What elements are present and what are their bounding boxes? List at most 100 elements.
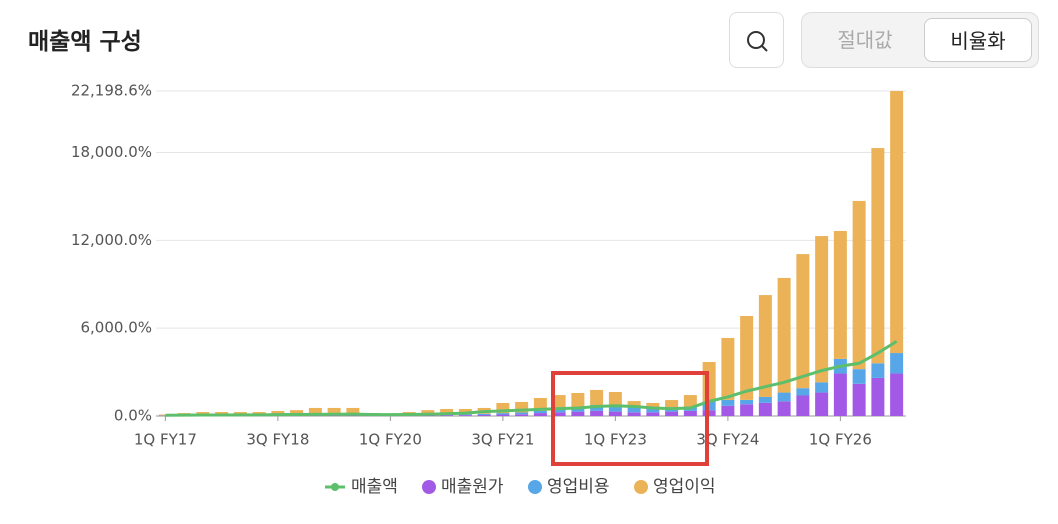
bar-segment [721, 337, 735, 400]
bar-segment [852, 200, 866, 370]
line-series [165, 340, 898, 417]
bar-segment [515, 412, 529, 415]
bar-segment [458, 408, 472, 415]
toggle-option[interactable]: 비율화 [924, 18, 1032, 62]
bar-segment [158, 414, 172, 416]
highlight-box [551, 371, 709, 466]
search-button[interactable] [729, 12, 784, 68]
legend-label: 영업이익 [653, 477, 716, 497]
bar-segment [590, 405, 604, 411]
bar-segment [758, 396, 772, 403]
bar-segment [533, 410, 547, 414]
x-tick-label: 1Q FY23 [584, 431, 647, 449]
bar-segment [665, 411, 679, 416]
bar-segment [777, 277, 791, 393]
toggle-option[interactable]: 절대값 [837, 28, 893, 52]
bar-segment [215, 412, 229, 415]
legend-swatch [422, 480, 436, 494]
bar-segment [683, 395, 697, 407]
bar-segment [421, 415, 435, 416]
bar-segment [758, 295, 772, 397]
bar-segment [627, 412, 641, 416]
bar-segment [608, 411, 622, 416]
bar-segment [665, 407, 679, 412]
bar-segment [346, 415, 360, 416]
legend-label: 영업비용 [547, 477, 610, 497]
bar-segment [515, 401, 529, 413]
bar-segment [608, 405, 622, 412]
bar-segment [252, 412, 266, 415]
bar-segment [196, 414, 210, 416]
bar-segment [346, 407, 360, 415]
bar-segment [702, 361, 716, 402]
bar-segment [308, 414, 322, 416]
bar-segment [796, 395, 810, 416]
bar-segment [702, 401, 716, 411]
legend-label: 매출액 [351, 477, 398, 497]
bar-segment [365, 413, 379, 415]
bar-segment [571, 393, 585, 408]
bar-segment [196, 412, 210, 415]
bar-segment [496, 414, 510, 416]
bar-segment [871, 148, 885, 364]
bar-segment [271, 414, 285, 416]
bar-segment [627, 407, 641, 413]
y-tick-label: 0.0% [114, 407, 152, 425]
bar-segment [833, 230, 847, 359]
bar-segment [815, 392, 829, 416]
bar-segment [852, 383, 866, 416]
bar-segment [421, 414, 435, 416]
bar-segment [327, 407, 341, 415]
bar-segment [421, 410, 435, 415]
bar-segment [477, 413, 491, 415]
bar-segment [833, 373, 847, 416]
bar-segment [590, 410, 604, 416]
bar-segment [290, 415, 304, 416]
y-tick-label: 12,000.0% [71, 231, 152, 249]
bar-segment [796, 254, 810, 389]
x-tick-label: 1Q FY26 [809, 431, 872, 449]
bar-segment [233, 412, 247, 415]
x-tick-label: 3Q FY21 [471, 431, 534, 449]
bar-segment [552, 409, 566, 413]
bar-segment [440, 414, 454, 416]
bar-segment [777, 392, 791, 402]
bar-segment [777, 401, 791, 416]
bar-segment [683, 406, 697, 411]
bar-segment [590, 389, 604, 406]
bar-segment [758, 402, 772, 416]
bar-segment [496, 402, 510, 414]
bar-segment [233, 414, 247, 416]
bar-segment [458, 415, 472, 416]
bar-segment [402, 412, 416, 415]
bar-segment [740, 404, 754, 416]
bar-segment [721, 399, 735, 406]
bar-segment [215, 415, 229, 416]
bar-segment [796, 388, 810, 396]
bar-segment [533, 413, 547, 416]
bar-segment [327, 415, 341, 416]
legend-swatch [528, 480, 542, 494]
bar-segment [308, 407, 322, 415]
bar-segment [308, 415, 322, 416]
mode-toggle: 절대값 비율화 [801, 12, 1039, 68]
bar-segment [515, 414, 529, 416]
bar-segment [402, 415, 416, 416]
bar-segment [252, 414, 266, 416]
bar-segment [871, 363, 885, 378]
bar-segment [852, 369, 866, 384]
bar-segment [683, 410, 697, 416]
bar-segment [402, 414, 416, 416]
bar-segment [440, 415, 454, 416]
bar-segment [383, 413, 397, 416]
bar-segment [327, 414, 341, 416]
bar-segment [608, 391, 622, 406]
bar-segment [533, 397, 547, 411]
bar-segment [477, 414, 491, 416]
y-tick-label: 6,000.0% [80, 319, 152, 337]
bar-segment [646, 407, 660, 413]
bar-segment [552, 412, 566, 416]
bar-segment [646, 412, 660, 416]
